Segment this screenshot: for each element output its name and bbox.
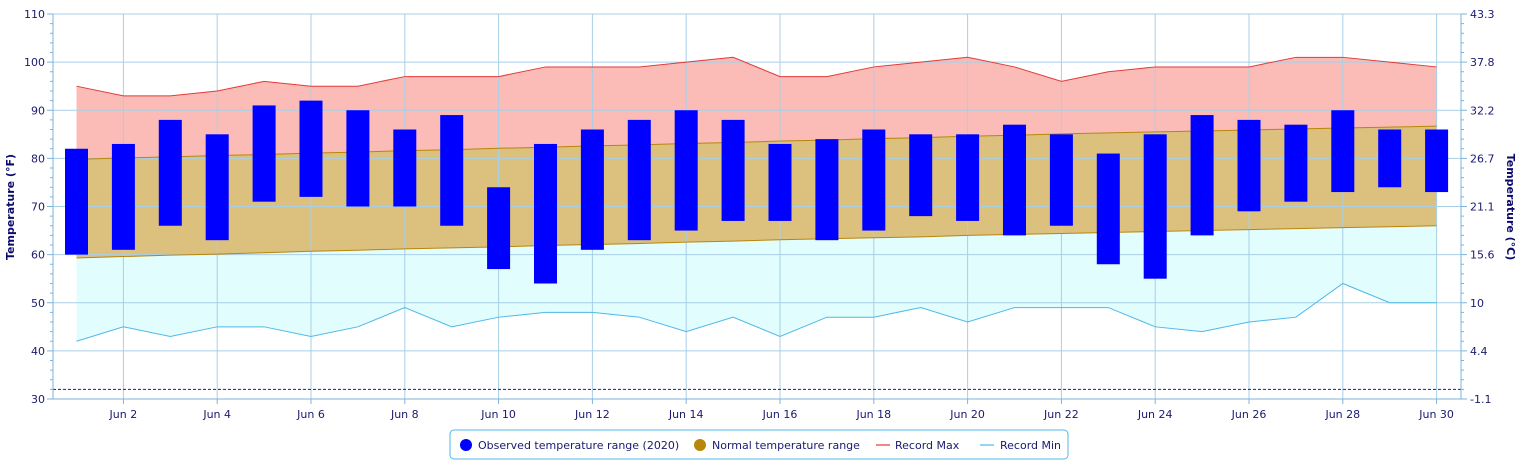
y-right-tick-label: 15.6 xyxy=(1470,249,1495,262)
record-max-line xyxy=(76,56,1437,97)
y-right-tick-label: 43.3 xyxy=(1470,8,1495,21)
x-tick-label: Jun 24 xyxy=(1137,408,1173,421)
observed-range-bar[interactable] xyxy=(111,143,135,250)
observed-range-bar[interactable] xyxy=(1143,134,1167,279)
observed-range-bar[interactable] xyxy=(299,100,323,197)
y-left-tick-label: 40 xyxy=(31,345,45,358)
observed-range-bar[interactable] xyxy=(1284,124,1308,202)
y-right-tick-label: 32.2 xyxy=(1470,104,1495,117)
axis-layer: 30 40 50 60 70 80 90 100 110 -1.1 4.4 10 15.6 21.1 26.… xyxy=(24,8,1495,421)
observed-range-bar[interactable] xyxy=(1237,119,1261,212)
x-tick-label: Jun 4 xyxy=(202,408,231,421)
observed-range-bar[interactable] xyxy=(627,119,651,241)
x-tick-label: Jun 26 xyxy=(1231,408,1267,421)
observed-range-bar[interactable] xyxy=(862,129,886,231)
y-right-tick-label: -1.1 xyxy=(1470,393,1491,406)
observed-range-bar[interactable] xyxy=(346,110,370,207)
x-tick-label: Jun 12 xyxy=(574,408,610,421)
observed-range-bar[interactable] xyxy=(580,129,604,250)
y-right-tick-label: 21.1 xyxy=(1470,201,1495,214)
y-right-tick-label: 4.4 xyxy=(1470,345,1488,358)
normal-range-band xyxy=(76,126,1437,258)
x-tick-label: Jun 20 xyxy=(949,408,985,421)
y-left-tick-label: 80 xyxy=(31,152,45,165)
observed-range-bar[interactable] xyxy=(440,115,464,226)
observed-range-bar[interactable] xyxy=(1096,153,1120,265)
legend-record-max-label[interactable]: Record Max xyxy=(895,439,960,452)
legend-normal-icon[interactable] xyxy=(694,439,706,451)
y-axis-right-title: Temperature (°C) xyxy=(1504,154,1517,261)
area-layer xyxy=(76,57,1437,342)
y-left-tick-label: 50 xyxy=(31,297,45,310)
legend: Observed temperature range (2020) Normal… xyxy=(449,429,1069,460)
y-left-tick-label: 70 xyxy=(31,201,45,214)
bar-layer xyxy=(65,100,1449,284)
x-tick-label: Jun 2 xyxy=(109,408,138,421)
x-tick-label: Jun 18 xyxy=(855,408,891,421)
legend-record-min-label[interactable]: Record Min xyxy=(1000,439,1061,452)
legend-observed-icon[interactable] xyxy=(460,439,472,451)
observed-range-bar[interactable] xyxy=(1378,129,1402,188)
y-left-tick-label: 90 xyxy=(31,104,45,117)
observed-range-bar[interactable] xyxy=(815,139,839,241)
y-right-tick-label: 10 xyxy=(1470,297,1484,310)
x-tick-label: Jun 14 xyxy=(668,408,704,421)
observed-range-bar[interactable] xyxy=(487,187,511,270)
observed-range-bar[interactable] xyxy=(158,119,182,226)
observed-range-bar[interactable] xyxy=(393,129,417,207)
x-tick-label: Jun 28 xyxy=(1324,408,1360,421)
record-min-line xyxy=(76,282,1437,342)
y-axis-left-title: Temperature (°F) xyxy=(4,154,17,260)
y-right-tick-label: 26.7 xyxy=(1470,152,1495,165)
observed-range-bar[interactable] xyxy=(1049,134,1073,226)
legend-normal-label[interactable]: Normal temperature range xyxy=(712,439,860,452)
observed-range-bar[interactable] xyxy=(768,143,792,221)
x-tick-label: Jun 22 xyxy=(1043,408,1079,421)
y-left-tick-label: 60 xyxy=(31,249,45,262)
observed-range-bar[interactable] xyxy=(721,119,745,221)
observed-range-bar[interactable] xyxy=(205,134,229,241)
observed-range-bar[interactable] xyxy=(1425,129,1449,193)
y-left-tick-label: 100 xyxy=(24,56,45,69)
observed-range-bar[interactable] xyxy=(1331,110,1355,193)
x-tick-label: Jun 8 xyxy=(390,408,419,421)
x-tick-label: Jun 16 xyxy=(762,408,798,421)
legend-observed-label[interactable]: Observed temperature range (2020) xyxy=(478,439,679,452)
y-left-tick-label: 110 xyxy=(24,8,45,21)
observed-range-bar[interactable] xyxy=(1003,124,1026,236)
observed-range-bar[interactable] xyxy=(956,134,980,221)
y-left-tick-label: 30 xyxy=(31,393,45,406)
x-tick-label: Jun 10 xyxy=(480,408,516,421)
observed-range-bar[interactable] xyxy=(534,143,557,284)
observed-range-bar[interactable] xyxy=(1190,115,1214,236)
legend-box xyxy=(449,429,1069,460)
observed-range-bar[interactable] xyxy=(252,105,276,202)
record-max-band xyxy=(76,57,1437,160)
y-right-tick-label: 37.8 xyxy=(1470,56,1495,69)
observed-range-bar[interactable] xyxy=(909,134,933,217)
observed-range-bar[interactable] xyxy=(65,148,88,255)
observed-range-bar[interactable] xyxy=(674,110,698,231)
x-tick-label: Jun 30 xyxy=(1418,408,1454,421)
x-tick-label: Jun 6 xyxy=(296,408,325,421)
